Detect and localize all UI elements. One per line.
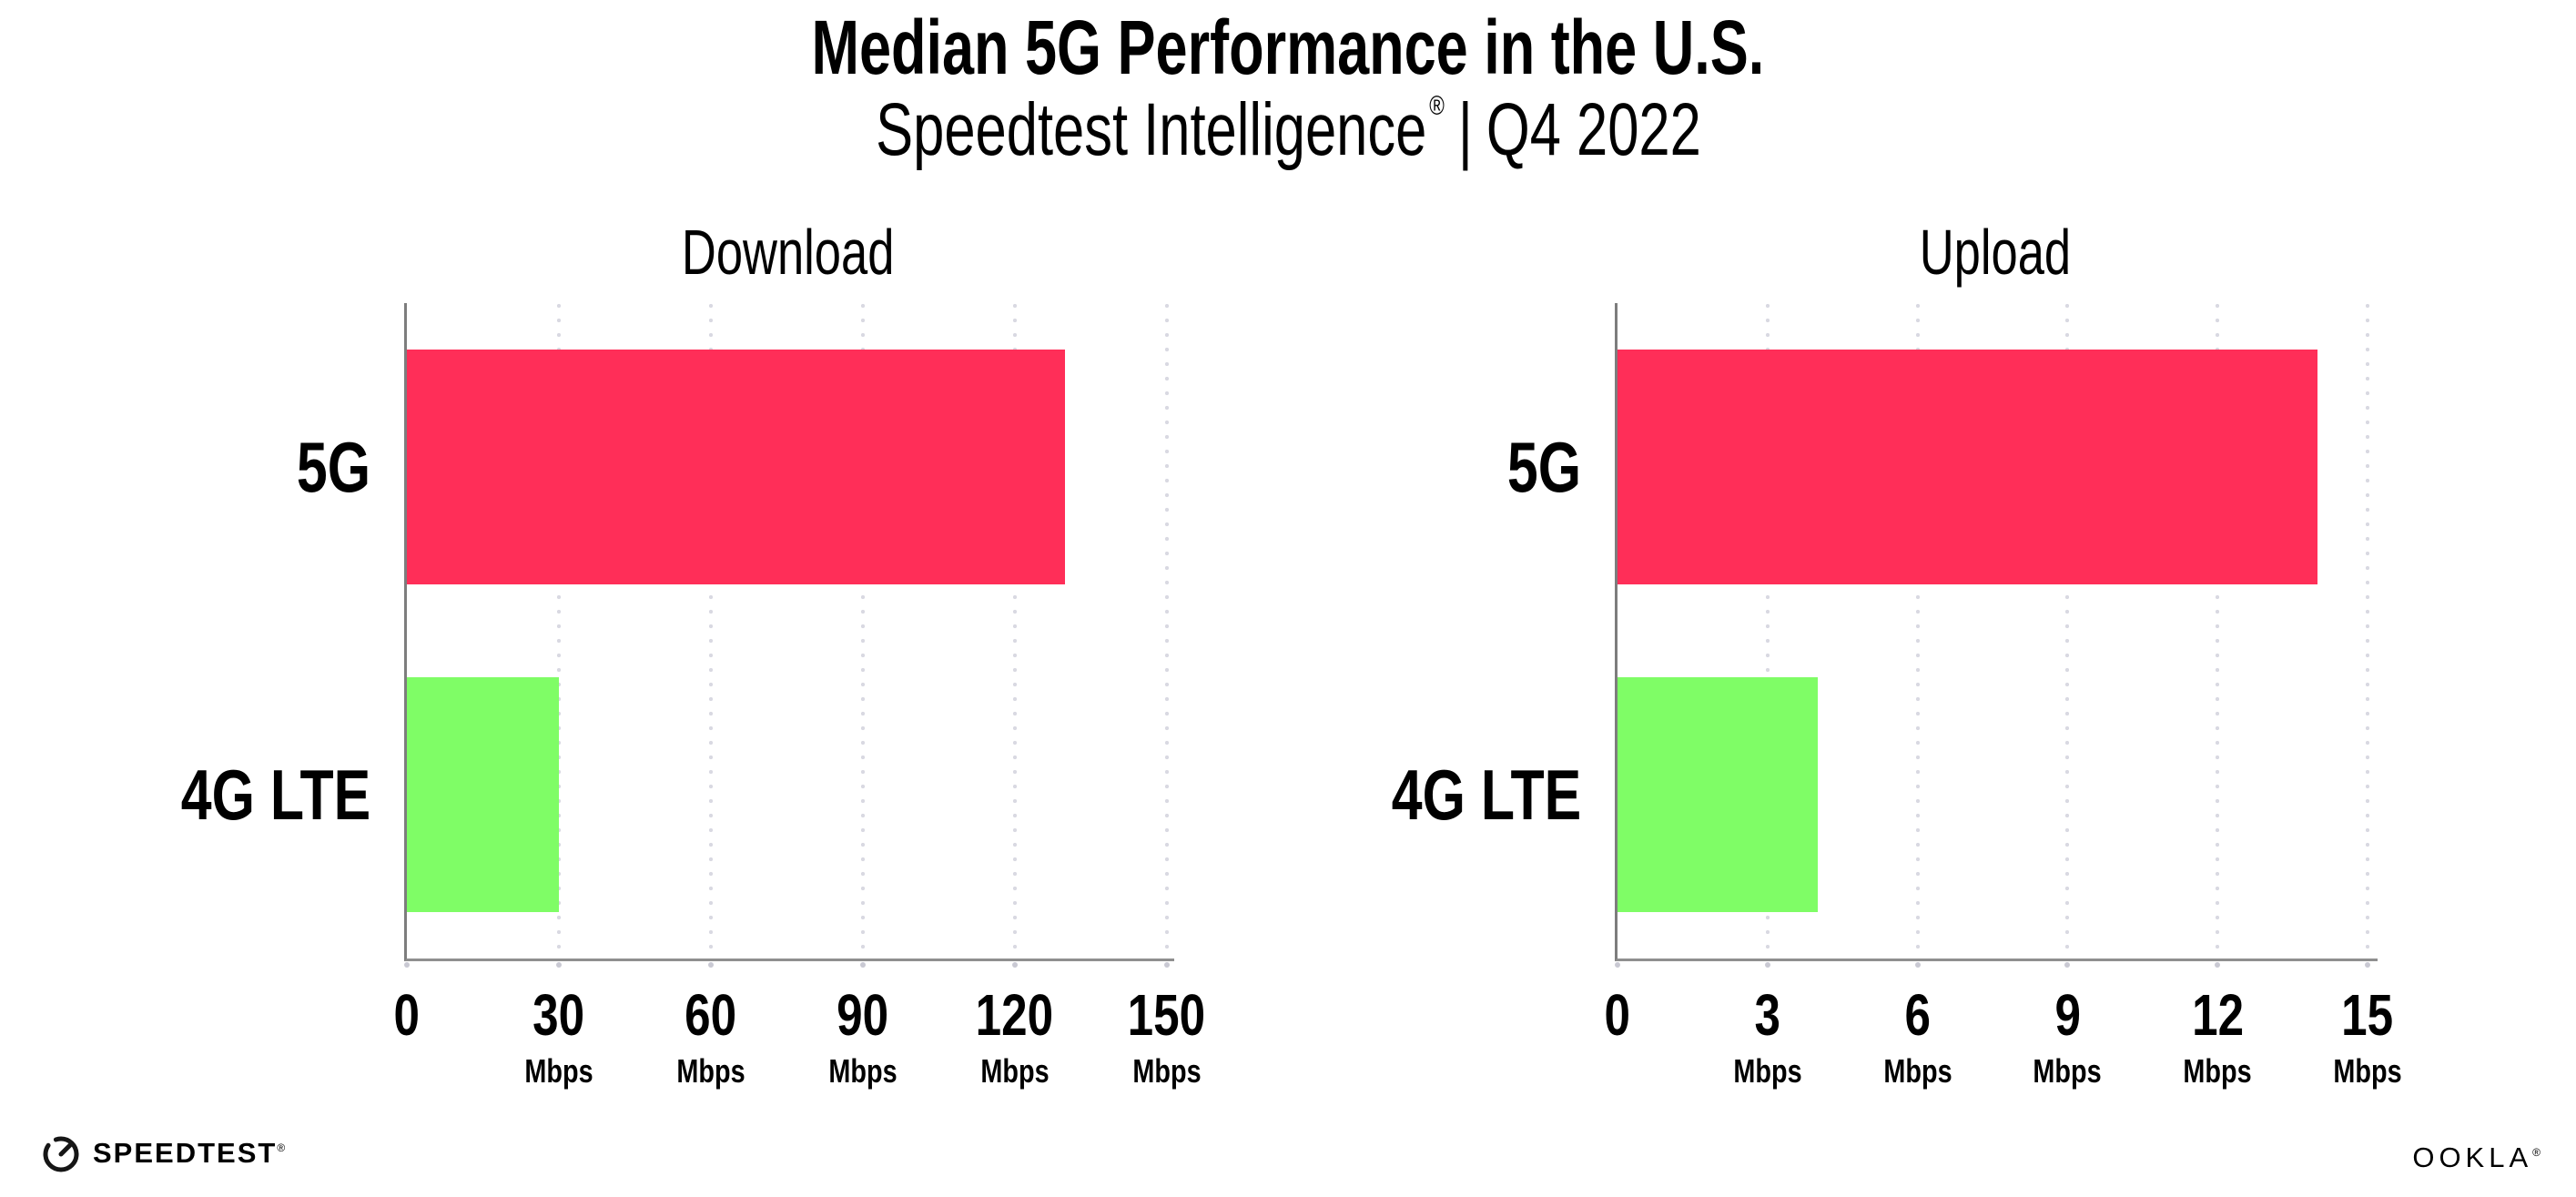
upload-tick-unit-3: Mbps — [1733, 1052, 1802, 1090]
download-chart-title: Download — [404, 220, 1171, 284]
upload-tick-unit-6: Mbps — [1882, 1052, 1952, 1090]
upload-tick-label-0: 0 — [1508, 986, 1727, 1044]
upload-tick-label-6: 6 Mbps — [1809, 986, 2027, 1088]
download-gridline-150 — [1164, 303, 1169, 959]
upload-tick-mark-6 — [1914, 962, 1921, 968]
speedtest-logo: SPEEDTEST® — [40, 1132, 287, 1174]
download-tick-value-30: 30 — [532, 982, 585, 1048]
bar-5g-upload — [1618, 350, 2318, 584]
download-gridline-30 — [556, 303, 561, 959]
download-gridline-60 — [708, 303, 713, 959]
download-tick-unit-30: Mbps — [524, 1052, 593, 1090]
upload-tick-mark-9 — [2064, 962, 2071, 968]
upload-category-label-5g: 5G — [1506, 427, 1581, 507]
subtitle-period: Q4 2022 — [1486, 88, 1701, 171]
download-tick-label-60: 60 Mbps — [602, 986, 820, 1088]
download-tick-mark-90 — [859, 962, 866, 968]
download-tick-unit-90: Mbps — [828, 1052, 898, 1090]
bar-5g-download — [407, 350, 1066, 584]
download-category-label-4g-lte: 4G LTE — [180, 755, 370, 835]
upload-tick-label-12: 12 Mbps — [2108, 986, 2327, 1088]
upload-chart-title: Upload — [1615, 220, 2375, 284]
upload-gridline-9 — [2065, 303, 2070, 959]
page-title-text: Median 5G Performance in the U.S. — [811, 5, 1765, 90]
page-title: Median 5G Performance in the U.S. — [0, 5, 2576, 90]
upload-tick-unit-12: Mbps — [2183, 1052, 2252, 1090]
ookla-wordmark: OOKLA — [2412, 1141, 2533, 1173]
download-tick-value-60: 60 — [685, 982, 737, 1048]
upload-tick-unit-15: Mbps — [2333, 1052, 2402, 1090]
download-chart-title-text: Download — [681, 217, 895, 288]
download-gridline-120 — [1012, 303, 1017, 959]
download-gridline-90 — [860, 303, 865, 959]
upload-tick-value-3: 3 — [1754, 982, 1781, 1048]
upload-category-label-4g-lte: 4G LTE — [1391, 755, 1581, 835]
upload-tick-mark-15 — [2365, 962, 2370, 968]
upload-tick-label-3: 3 Mbps — [1658, 986, 1877, 1088]
ookla-registered-icon: ® — [2532, 1146, 2545, 1159]
bar-4g-lte-download — [407, 677, 559, 912]
download-tick-unit-60: Mbps — [676, 1052, 745, 1090]
upload-gridline-15 — [2366, 303, 2369, 959]
upload-gridline-12 — [2216, 303, 2220, 959]
upload-tick-mark-0 — [1615, 962, 1620, 968]
download-tick-unit-150: Mbps — [1132, 1052, 1202, 1090]
upload-tick-value-6: 6 — [1904, 982, 1931, 1048]
download-tick-label-0: 0 — [298, 986, 516, 1044]
subtitle-brand: Speedtest Intelligence — [875, 88, 1426, 171]
speedtest-registered-icon: ® — [277, 1141, 288, 1154]
download-tick-value-120: 120 — [976, 982, 1054, 1048]
speedtest-gauge-icon — [43, 1136, 79, 1172]
download-tick-value-150: 150 — [1127, 982, 1206, 1048]
upload-gridline-6 — [1915, 303, 1920, 959]
upload-tick-mark-12 — [2215, 962, 2221, 968]
upload-gridline-3 — [1765, 303, 1770, 959]
download-tick-value-0: 0 — [393, 982, 421, 1048]
upload-tick-mark-3 — [1764, 962, 1770, 968]
upload-tick-label-15: 15 Mbps — [2258, 986, 2477, 1088]
upload-tick-value-12: 12 — [2191, 982, 2244, 1048]
download-tick-mark-150 — [1163, 962, 1170, 968]
download-plot-area: 0 30 Mbps 60 Mbps 90 Mbps 120 Mbps 150 Mbps 5G 4G LT… — [181, 303, 1205, 1088]
upload-tick-label-9: 9 Mbps — [1958, 986, 2176, 1088]
speedtest-wordmark: SPEEDTEST — [93, 1137, 278, 1169]
download-tick-label-90: 90 Mbps — [754, 986, 972, 1088]
page-subtitle: Speedtest Intelligence ® | Q4 2022 — [0, 88, 2576, 171]
download-tick-unit-120: Mbps — [980, 1052, 1050, 1090]
upload-tick-value-15: 15 — [2341, 982, 2394, 1048]
ookla-logo: OOKLA® — [2412, 1141, 2545, 1174]
download-tick-label-120: 120 Mbps — [906, 986, 1124, 1088]
download-tick-mark-30 — [555, 962, 562, 968]
upload-tick-unit-9: Mbps — [2033, 1052, 2103, 1090]
upload-tick-value-0: 0 — [1604, 982, 1631, 1048]
download-tick-label-30: 30 Mbps — [450, 986, 668, 1088]
upload-plot-area: 0 3 Mbps 6 Mbps 9 Mbps 12 Mbps 15 Mbps 5G 4G LTE — [1392, 303, 2402, 1088]
download-tick-value-90: 90 — [837, 982, 889, 1048]
upload-tick-value-9: 9 — [2054, 982, 2081, 1048]
download-category-label-5g: 5G — [296, 427, 370, 507]
upload-chart-title-text: Upload — [1919, 217, 2071, 288]
registered-trademark-icon: ® — [1428, 91, 1445, 121]
bar-4g-lte-upload — [1618, 677, 1818, 912]
download-tick-mark-0 — [404, 962, 410, 968]
download-tick-label-150: 150 Mbps — [1058, 986, 1276, 1088]
download-tick-mark-120 — [1011, 962, 1018, 968]
subtitle-separator: | — [1457, 88, 1473, 171]
download-tick-mark-60 — [707, 962, 714, 968]
